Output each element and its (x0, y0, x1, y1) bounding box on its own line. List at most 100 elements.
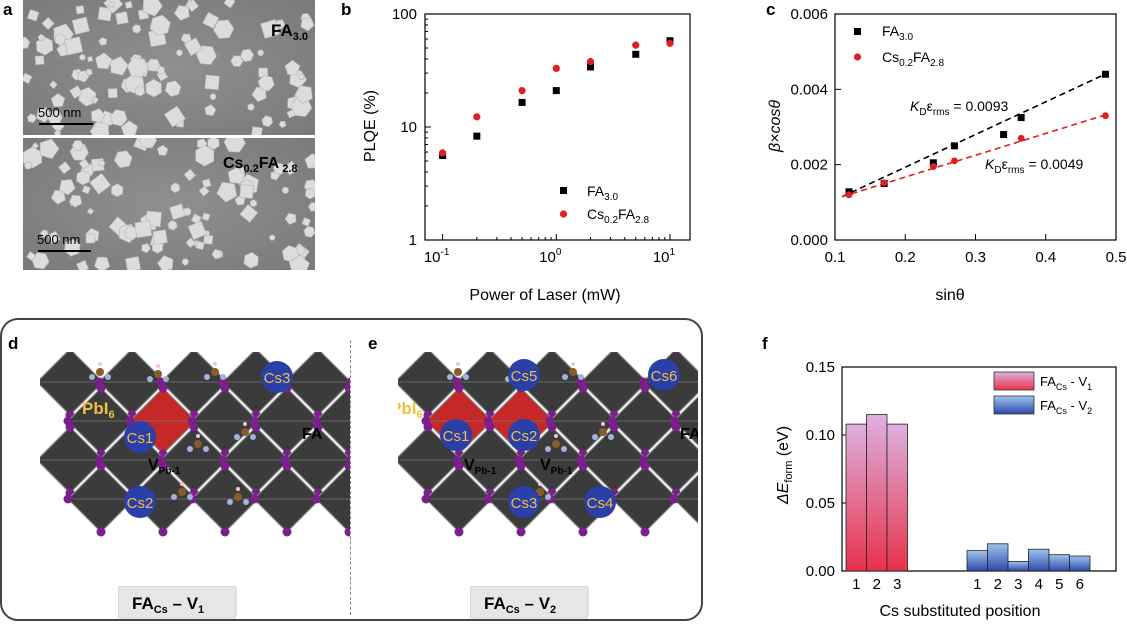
sem-particle (202, 11, 220, 29)
sem-particle (230, 55, 244, 67)
iodine-atom (578, 461, 588, 471)
iodine-atom (344, 461, 350, 471)
iodine-atom (454, 461, 464, 471)
fa-carbon (599, 428, 607, 436)
sem-particle (87, 56, 94, 63)
panel-letter-a: a (3, 0, 13, 19)
iodine-atom (96, 383, 106, 393)
sem-particle (298, 74, 305, 80)
sem-particle (305, 187, 315, 200)
legend-marker-csfa (559, 210, 568, 218)
sem-particle (68, 194, 83, 208)
sem-particle (195, 45, 217, 65)
iodine-atom (423, 422, 433, 432)
sem-particle (301, 217, 311, 227)
iodine-atom (252, 352, 260, 354)
sem-label-csfa: Cs0.2FA 2.8 (223, 155, 298, 175)
plqe-ytick-label: 1 (409, 232, 417, 249)
sem-particle (183, 37, 203, 57)
legend-label-csfa: Cs0.2FA2.8 (587, 206, 649, 226)
dE-bar-s1 (1069, 555, 1091, 572)
sem-particle (260, 19, 280, 39)
iodine-atom (158, 383, 168, 393)
sem-particle (49, 80, 58, 90)
pbi6-label-e: PbI6 (398, 399, 423, 421)
fa-nitrogen (203, 446, 209, 452)
sem-particle (23, 72, 33, 85)
dE-bar-s0 (845, 423, 867, 572)
wh-point-s0 (950, 142, 958, 150)
cs-label-d-0: Cs3 (264, 370, 291, 387)
plqe-chart: 10-1 100 101 1 10 100 PLQE (%) Power of Laser… (362, 6, 691, 304)
wh-ylabel: β×cosθ (767, 100, 784, 153)
dE-xtick-label: 3 (893, 576, 901, 593)
cs-label-e-4: Cs3 (511, 495, 538, 512)
plqe-point-s0 (518, 98, 526, 106)
wh-chart: 0.1 0.2 0.3 0.4 0.5 0.000 0.002 0.004 0.006 β×co… (767, 6, 1126, 304)
sem-particle (190, 213, 202, 225)
wh-point-s1 (880, 179, 888, 187)
dE-xtick-label: 1 (852, 576, 860, 593)
plqe-point-s0 (587, 63, 595, 71)
plqe-point-s1 (586, 57, 595, 66)
fa-nitrogen (243, 499, 249, 505)
fa-carbon (194, 440, 202, 448)
sem-particle (157, 144, 169, 156)
caption-v1: FACs – V1 (118, 586, 237, 619)
sem-particle (27, 9, 40, 22)
plqe-point-s1 (439, 149, 447, 157)
sem-particle (283, 160, 299, 176)
sem-particle (108, 1, 115, 8)
fa-hydrogen (156, 364, 160, 368)
fa-label-d: FA (302, 426, 323, 443)
sem-particle (31, 252, 50, 270)
sem-particle (213, 19, 235, 39)
sem-particle (109, 109, 128, 127)
dE-bar-s1 (1048, 554, 1070, 572)
sem-particle (203, 234, 214, 245)
sem-particle (185, 0, 200, 13)
dE-bar-s1 (987, 543, 1009, 572)
plqe-ylabel: PLQE (%) (362, 90, 379, 162)
wh-point-s1 (1102, 112, 1109, 120)
plqe-point-s1 (666, 39, 674, 47)
sem-particle (169, 203, 186, 221)
sem-particle (201, 212, 211, 222)
sem-label-fa: FA3.0 (271, 21, 308, 43)
cs-site-e-3 (508, 419, 540, 451)
sem-particle (223, 0, 236, 9)
sem-particle (251, 86, 267, 103)
sem-particle (76, 169, 91, 186)
sem-particle (131, 24, 142, 34)
dE-bar-s1 (1007, 561, 1029, 572)
fa-hydrogen (196, 434, 200, 438)
sem-particle (98, 36, 108, 46)
plqe-xtick-label: 100 (539, 247, 562, 266)
fa-nitrogen (227, 499, 233, 505)
sem-particle (211, 248, 222, 260)
crystal-structure-frame (0, 318, 703, 621)
sem-particle (195, 240, 205, 250)
sem-particle (173, 4, 190, 21)
wh-xtick-label: 0.3 (965, 249, 986, 266)
sem-particle (120, 120, 138, 135)
sem-particle (124, 0, 133, 9)
wh-point-s0 (1101, 70, 1109, 78)
fa-nitrogen (234, 434, 240, 440)
fa-carbon (178, 488, 186, 496)
scalebar-top-label: 500 nm (38, 105, 81, 120)
sem-particle (69, 85, 83, 99)
iodine-atom (251, 422, 261, 432)
dE-ytick-label: 0.05 (806, 495, 835, 512)
sem-particle (182, 207, 192, 217)
dE-xtick-label: 4 (1035, 576, 1043, 593)
svg-text:FACs – V2: FACs – V2 (484, 594, 556, 616)
plqe-point-s1 (473, 113, 481, 121)
fa-nitrogen (187, 446, 193, 452)
iodine-atom (66, 352, 74, 354)
sem-particle (41, 16, 55, 31)
cs-site-d-0 (261, 361, 293, 393)
sem-particle (115, 11, 129, 25)
sem-particle (149, 14, 171, 37)
sem-particle (23, 36, 31, 50)
